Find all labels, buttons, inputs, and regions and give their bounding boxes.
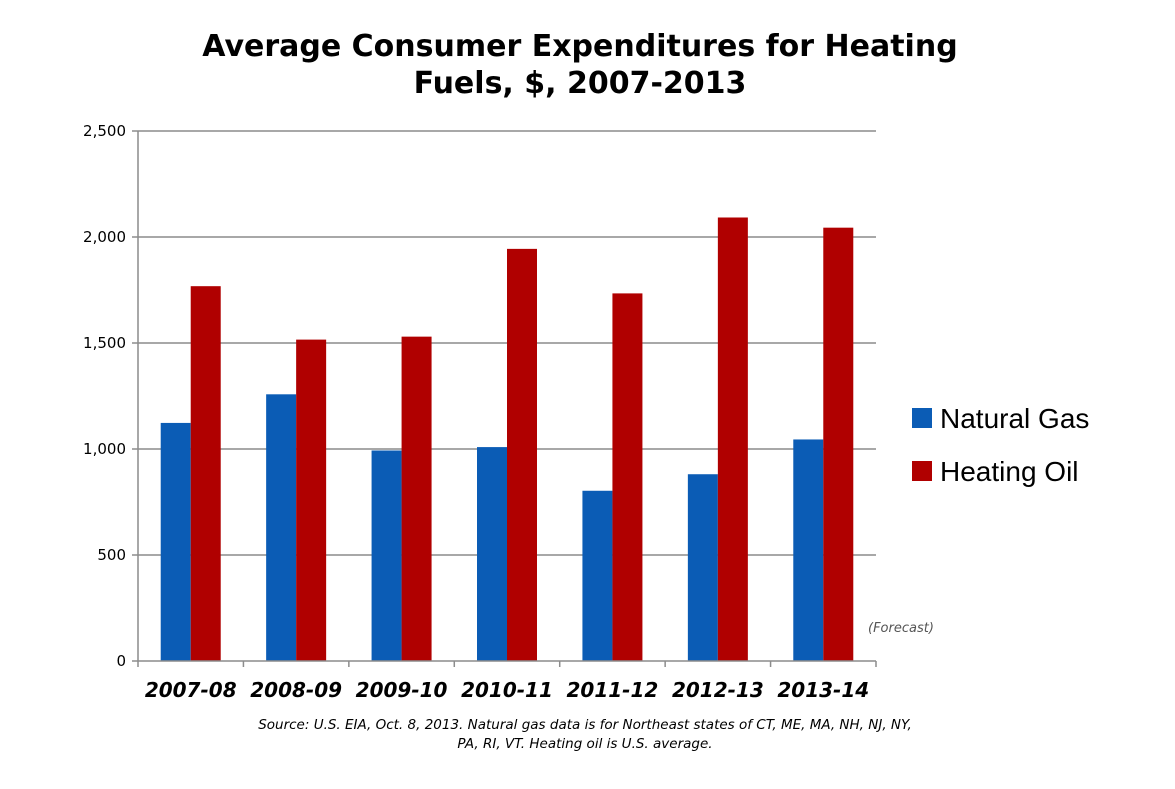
source-note-line-2: PA, RI, VT. Heating oil is U.S. average.	[457, 736, 713, 752]
chart-title-line-2: Fuels, $, 2007-2013	[413, 66, 747, 101]
bar	[401, 336, 432, 661]
chart-title: Average Consumer Expenditures for Heatin…	[150, 28, 1010, 102]
x-tick-label: 2007-08	[145, 678, 237, 702]
legend-label: Heating Oil	[940, 456, 1079, 487]
source-note: Source: U.S. EIA, Oct. 8, 2013. Natural …	[150, 716, 1020, 754]
forecast-annotation: (Forecast)	[868, 621, 934, 636]
source-note-line-1: Source: U.S. EIA, Oct. 8, 2013. Natural …	[258, 717, 912, 733]
x-tick-label: 2008-09	[250, 678, 342, 702]
bar	[717, 217, 748, 661]
x-tick-label: 2010-11	[461, 678, 553, 702]
x-tick-label: 2011-12	[567, 678, 659, 702]
chart-title-line-1: Average Consumer Expenditures for Heatin…	[202, 29, 958, 64]
bar	[266, 394, 297, 661]
y-tick-label: 1,500	[83, 334, 126, 352]
legend-swatch	[912, 461, 932, 481]
bar	[160, 422, 191, 661]
legend-label: Natural Gas	[940, 403, 1089, 434]
bar	[477, 447, 507, 661]
bar	[582, 490, 613, 661]
bar	[823, 227, 854, 661]
bar	[371, 450, 402, 661]
bar	[793, 439, 824, 661]
bar	[507, 248, 537, 661]
bars	[160, 217, 854, 661]
x-tick-label: 2013-14	[777, 678, 869, 702]
bar	[296, 339, 327, 661]
legend-swatch	[912, 408, 932, 428]
y-tick-label: 0	[116, 652, 126, 670]
x-tick-label: 2009-10	[356, 678, 448, 702]
y-tick-label: 500	[97, 546, 126, 564]
axes: 0 500 1,000 1,500 2,000 2,500 2007-08 2008-09 20…	[83, 122, 934, 702]
y-tick-label: 1,000	[83, 440, 126, 458]
bar	[612, 293, 643, 661]
x-tick-label: 2012-13	[672, 678, 764, 702]
y-tick-label: 2,000	[83, 228, 126, 246]
bar	[687, 474, 718, 661]
legend: Natural Gas Heating Oil	[912, 403, 1089, 487]
bar	[190, 286, 221, 661]
y-tick-label: 2,500	[83, 122, 126, 140]
